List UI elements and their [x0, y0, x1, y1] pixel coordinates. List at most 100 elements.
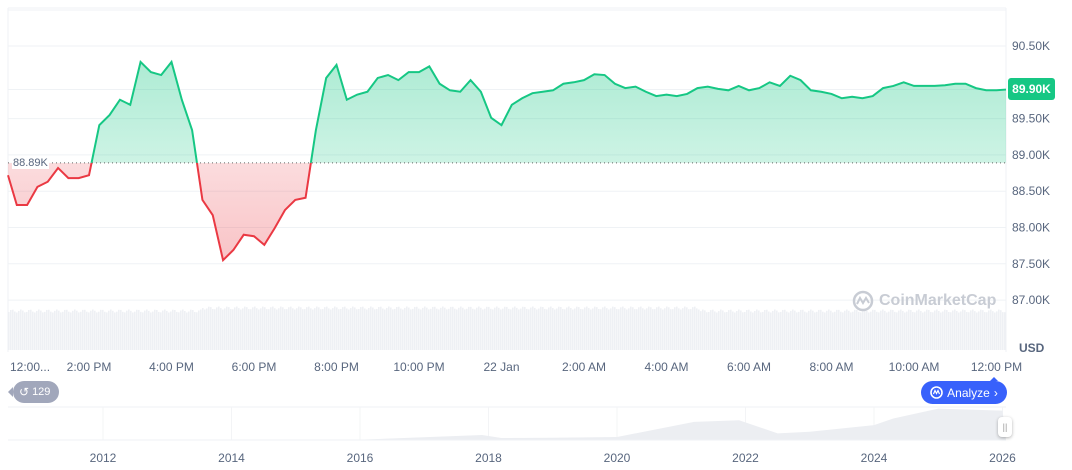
volume-bar [206, 308, 208, 350]
volume-bar [298, 306, 300, 350]
volume-bar [180, 310, 182, 350]
volume-bar [274, 308, 276, 350]
volume-bar [920, 310, 922, 350]
volume-bar [864, 309, 866, 350]
volume-bar [850, 312, 852, 350]
volume-bar [594, 306, 596, 350]
volume-bar [562, 308, 564, 350]
volume-bar [270, 307, 272, 350]
volume-bar [916, 310, 918, 350]
volume-bar [786, 311, 788, 350]
volume-bar [210, 307, 212, 350]
history-count: 129 [32, 386, 51, 398]
volume-bar [124, 312, 126, 350]
volume-bar [956, 311, 958, 350]
volume-bar [552, 307, 554, 350]
volume-bar [104, 311, 106, 350]
volume-bar [430, 308, 432, 350]
volume-bar [460, 306, 462, 350]
volume-bar [42, 312, 44, 350]
volume-bar [230, 309, 232, 350]
volume-bar [828, 309, 830, 350]
volume-bar [948, 311, 950, 350]
volume-bar [714, 311, 716, 350]
volume-bar [138, 309, 140, 350]
volume-bar [530, 307, 532, 350]
volume-bar [458, 307, 460, 350]
volume-bar [908, 309, 910, 350]
volume-bar [986, 312, 988, 350]
volume-bar [372, 307, 374, 350]
volume-bar [82, 309, 84, 350]
volume-bar [304, 309, 306, 350]
volume-bar [56, 309, 58, 350]
volume-bar [70, 312, 72, 350]
volume-bar [258, 309, 260, 350]
volume-bar [758, 310, 760, 350]
volume-bar [982, 310, 984, 350]
volume-bar [72, 310, 74, 350]
volume-bar [628, 308, 630, 350]
volume-bar [652, 309, 654, 350]
volume-bar [64, 309, 66, 350]
volume-bar [932, 312, 934, 350]
volume-bar [424, 306, 426, 350]
volume-bar [582, 309, 584, 350]
volume-bar [928, 310, 930, 350]
volume-bar [90, 310, 92, 350]
volume-bar [268, 309, 270, 350]
volume-bar [404, 307, 406, 350]
y-tick-label: 87.00K [1012, 293, 1050, 307]
volume-bar [238, 308, 240, 350]
volume-bar [376, 308, 378, 350]
history-badge[interactable]: ↺ 129 [8, 381, 59, 403]
volume-bar [278, 308, 280, 350]
volume-bar [566, 307, 568, 350]
navigator-drag-handle[interactable]: || [998, 417, 1012, 437]
volume-bar [356, 309, 358, 350]
volume-bar [544, 308, 546, 350]
volume-bar [946, 310, 948, 350]
volume-bar [578, 307, 580, 350]
volume-bar [590, 309, 592, 350]
volume-bar [782, 309, 784, 350]
volume-bar [678, 308, 680, 350]
volume-bar [676, 306, 678, 350]
volume-bar [370, 306, 372, 350]
x-tick-label: 2:00 PM [67, 360, 112, 374]
volume-bar [964, 310, 966, 350]
y-tick-label: 88.50K [1012, 184, 1050, 198]
analyze-label: Analyze [947, 385, 990, 400]
volume-bar [524, 306, 526, 350]
volume-bar [106, 312, 108, 350]
volume-bar [428, 309, 430, 350]
volume-bar [16, 312, 18, 350]
volume-bar [808, 310, 810, 350]
volume-bar [452, 306, 454, 350]
volume-bar [286, 309, 288, 350]
volume-bar [518, 309, 520, 350]
volume-bar [454, 308, 456, 350]
volume-bar [208, 306, 210, 350]
volume-bar [870, 311, 872, 350]
volume-bar [858, 311, 860, 350]
volume-bar [574, 308, 576, 350]
volume-bar [220, 308, 222, 350]
volume-bar [204, 309, 206, 350]
volume-bar [974, 311, 976, 350]
volume-bar [126, 310, 128, 350]
volume-bar [392, 309, 394, 350]
volume-bar [202, 308, 204, 350]
volume-bar [18, 310, 20, 350]
volume-bar [88, 312, 90, 350]
x-tick-label: 6:00 AM [727, 360, 771, 374]
volume-bar [482, 309, 484, 350]
analyze-button[interactable]: Analyze › [921, 377, 1007, 404]
volume-bar [834, 311, 836, 350]
volume-bar [734, 312, 736, 350]
volume-bar [722, 310, 724, 350]
volume-bar [158, 311, 160, 350]
volume-bar [422, 307, 424, 350]
